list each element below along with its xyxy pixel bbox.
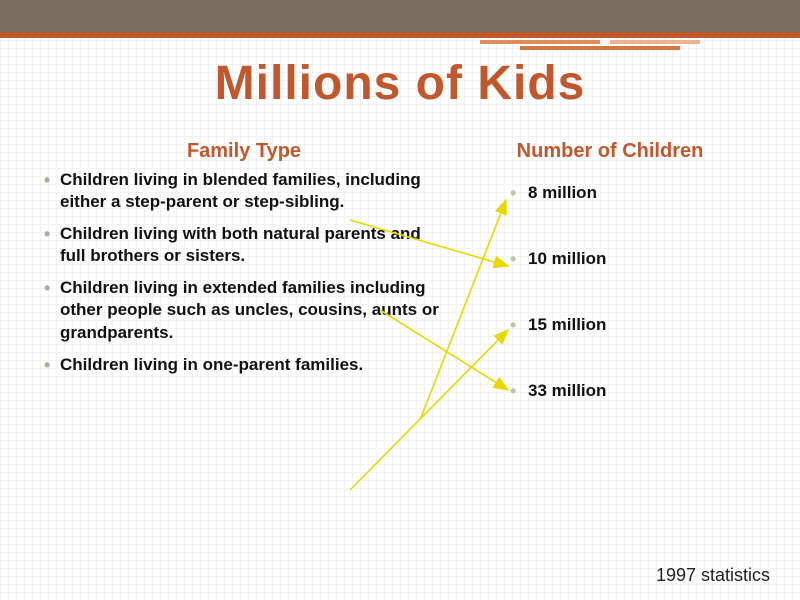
family-type-item: Children living in one-parent families. [44,354,444,376]
accent-decoration [480,38,740,52]
left-column: Family Type Children living in blended f… [44,140,444,386]
page-title: Millions of Kids [0,56,800,111]
family-type-item: Children living in extended families inc… [44,277,444,343]
count-item: 33 million [510,381,750,401]
right-heading: Number of Children [470,140,750,163]
family-type-item: Children living in blended families, inc… [44,169,444,213]
count-item: 15 million [510,315,750,335]
right-column: Number of Children 8 million 10 million … [470,140,750,401]
top-bar [0,0,800,32]
left-heading: Family Type [44,140,444,163]
count-item: 10 million [510,249,750,269]
footnote: 1997 statistics [656,565,770,586]
family-type-item: Children living with both natural parent… [44,223,444,267]
count-item: 8 million [510,183,750,203]
